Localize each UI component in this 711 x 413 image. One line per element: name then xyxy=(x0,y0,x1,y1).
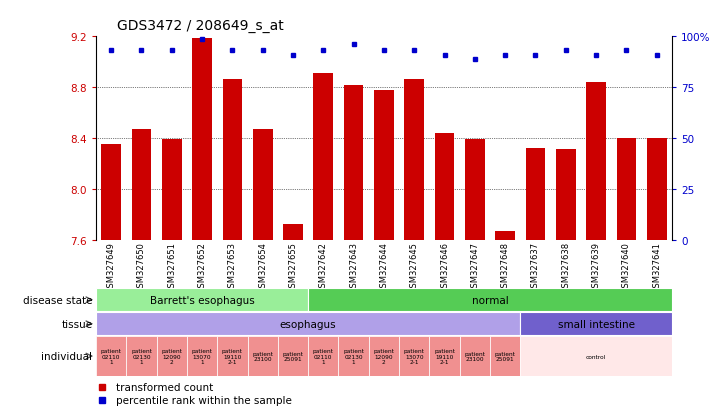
Bar xyxy=(520,337,672,376)
Text: patient
13070
1: patient 13070 1 xyxy=(192,348,213,365)
Bar xyxy=(187,337,218,376)
Text: GSM327637: GSM327637 xyxy=(531,241,540,292)
Bar xyxy=(647,139,667,240)
Text: tissue: tissue xyxy=(61,319,92,329)
Bar xyxy=(247,337,278,376)
Text: GSM327649: GSM327649 xyxy=(107,241,116,292)
Bar xyxy=(616,139,636,240)
Text: GSM327642: GSM327642 xyxy=(319,241,328,292)
Bar xyxy=(369,337,399,376)
Bar xyxy=(399,337,429,376)
Bar xyxy=(308,289,672,311)
Bar xyxy=(96,289,308,311)
Bar xyxy=(253,130,272,240)
Text: GSM327645: GSM327645 xyxy=(410,241,419,292)
Bar xyxy=(520,313,672,335)
Text: patient
02110
1: patient 02110 1 xyxy=(313,348,333,365)
Text: patient
23100: patient 23100 xyxy=(464,351,486,362)
Text: GSM327643: GSM327643 xyxy=(349,241,358,292)
Bar xyxy=(96,337,127,376)
Text: GSM327638: GSM327638 xyxy=(561,241,570,292)
Text: Barrett's esophagus: Barrett's esophagus xyxy=(150,295,255,305)
Text: esophagus: esophagus xyxy=(280,319,336,329)
Text: GSM327650: GSM327650 xyxy=(137,241,146,292)
Text: patient
13070
2-1: patient 13070 2-1 xyxy=(404,348,424,365)
Bar xyxy=(405,80,424,240)
Bar xyxy=(156,337,187,376)
Text: GSM327644: GSM327644 xyxy=(380,241,388,292)
Bar xyxy=(218,337,247,376)
Text: GSM327653: GSM327653 xyxy=(228,241,237,292)
Bar xyxy=(338,337,369,376)
Text: GDS3472 / 208649_s_at: GDS3472 / 208649_s_at xyxy=(117,19,284,33)
Text: transformed count: transformed count xyxy=(116,382,213,392)
Bar xyxy=(96,313,520,335)
Bar xyxy=(132,130,151,240)
Bar xyxy=(314,74,333,240)
Text: GSM327646: GSM327646 xyxy=(440,241,449,292)
Text: normal: normal xyxy=(471,295,508,305)
Text: patient
02110
1: patient 02110 1 xyxy=(101,348,122,365)
Text: patient
23100: patient 23100 xyxy=(252,351,273,362)
Bar xyxy=(162,140,181,240)
Bar xyxy=(525,149,545,240)
Text: GSM327647: GSM327647 xyxy=(471,241,479,292)
Text: GSM327648: GSM327648 xyxy=(501,241,510,292)
Text: patient
25091: patient 25091 xyxy=(495,351,515,362)
Bar xyxy=(344,85,363,240)
Bar xyxy=(127,337,156,376)
Text: patient
25091: patient 25091 xyxy=(282,351,304,362)
Text: GSM327655: GSM327655 xyxy=(289,241,297,292)
Bar xyxy=(223,80,242,240)
Bar xyxy=(192,38,212,240)
Text: percentile rank within the sample: percentile rank within the sample xyxy=(116,395,292,405)
Text: small intestine: small intestine xyxy=(557,319,635,329)
Text: disease state: disease state xyxy=(23,295,92,305)
Bar xyxy=(308,337,338,376)
Bar xyxy=(429,337,460,376)
Bar xyxy=(556,150,576,240)
Text: control: control xyxy=(586,354,606,359)
Bar xyxy=(101,145,121,240)
Text: patient
19110
2-1: patient 19110 2-1 xyxy=(434,348,455,365)
Bar xyxy=(460,337,490,376)
Bar xyxy=(434,133,454,240)
Bar xyxy=(465,140,485,240)
Text: patient
02130
1: patient 02130 1 xyxy=(131,348,152,365)
Text: GSM327640: GSM327640 xyxy=(622,241,631,292)
Bar xyxy=(278,337,308,376)
Text: GSM327641: GSM327641 xyxy=(652,241,661,292)
Bar xyxy=(490,337,520,376)
Bar xyxy=(587,83,606,240)
Text: patient
12090
2: patient 12090 2 xyxy=(161,348,182,365)
Text: GSM327651: GSM327651 xyxy=(167,241,176,292)
Text: GSM327652: GSM327652 xyxy=(198,241,207,292)
Bar xyxy=(374,90,394,240)
Text: patient
19110
2-1: patient 19110 2-1 xyxy=(222,348,243,365)
Text: GSM327654: GSM327654 xyxy=(258,241,267,292)
Text: individual: individual xyxy=(41,351,92,361)
Text: patient
12090
2: patient 12090 2 xyxy=(373,348,395,365)
Bar xyxy=(283,225,303,240)
Text: GSM327639: GSM327639 xyxy=(592,241,601,292)
Text: patient
02130
1: patient 02130 1 xyxy=(343,348,364,365)
Bar xyxy=(496,231,515,240)
